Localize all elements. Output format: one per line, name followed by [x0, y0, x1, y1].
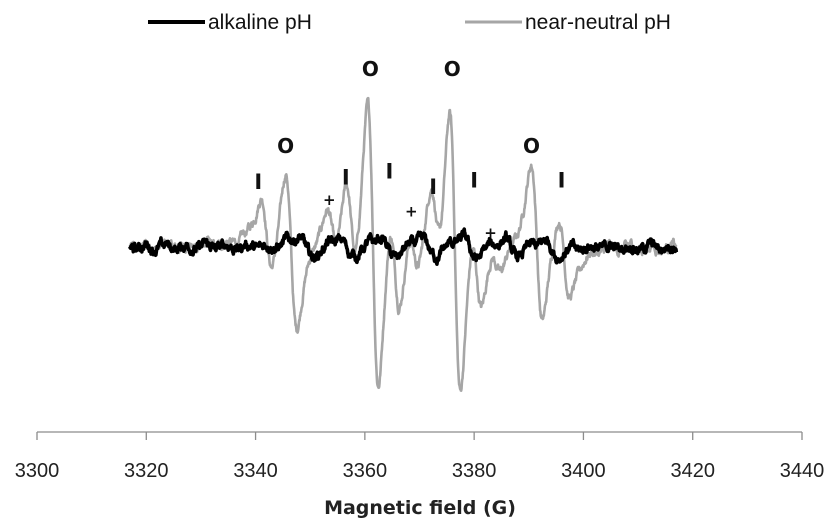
peak-marker: O: [444, 57, 461, 81]
x-tick-label: 3440: [780, 460, 825, 482]
x-tick-label: 3400: [561, 460, 606, 482]
peak-marker: I: [342, 166, 350, 190]
legend-label-neutral: near-neutral pH: [525, 11, 671, 34]
peak-marker: I: [558, 169, 566, 193]
x-tick-label: 3340: [233, 460, 278, 482]
peak-marker: +: [484, 224, 497, 242]
x-tick-label: 3300: [15, 460, 60, 482]
plot-area: [128, 96, 679, 392]
legend-label-alkaline: alkaline pH: [208, 11, 312, 34]
peak-marker: O: [362, 57, 379, 81]
x-axis-title: Magnetic field (G): [324, 497, 516, 519]
peak-marker: I: [386, 160, 394, 184]
peak-marker: I: [429, 175, 437, 199]
peak-marker: +: [405, 203, 418, 221]
spectrum-alkaline: [128, 227, 679, 267]
peak-marker: +: [323, 191, 336, 209]
x-tick-label: 3360: [343, 460, 388, 482]
peak-marker: O: [277, 134, 294, 158]
peak-marker: O: [523, 134, 540, 158]
x-axis: 3300 3320 3340 3360 3380 3400 3420 3440: [15, 431, 825, 482]
legend: alkaline pH near-neutral pH: [148, 11, 671, 34]
x-tick-label: 3380: [452, 460, 497, 482]
peak-markers: IO+IOI+IOI+OI: [254, 57, 565, 242]
x-tick-label: 3420: [670, 460, 715, 482]
peak-marker: I: [254, 170, 262, 194]
peak-marker: I: [470, 169, 478, 193]
x-tick-label: 3320: [124, 460, 169, 482]
